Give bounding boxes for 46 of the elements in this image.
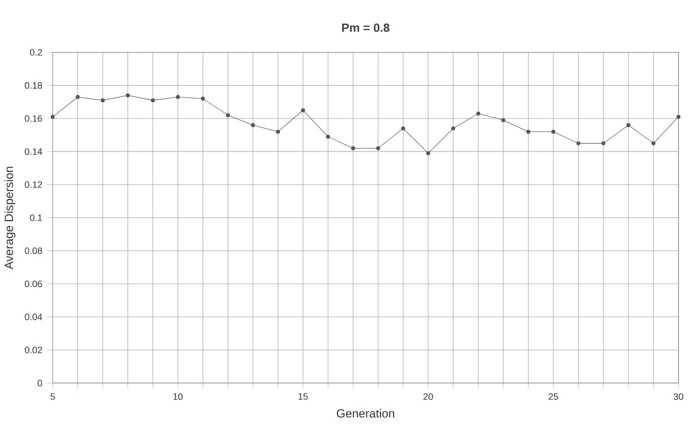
- point: [426, 151, 430, 156]
- point: [551, 130, 556, 134]
- y-tick-label: 0: [38, 380, 42, 386]
- point: [401, 126, 406, 131]
- point: [526, 130, 530, 134]
- point: [100, 98, 105, 102]
- point: [376, 146, 380, 150]
- point: [501, 118, 506, 122]
- y-tick-label: 0.08: [24, 248, 42, 254]
- point: [126, 93, 130, 98]
- point: [351, 146, 356, 150]
- x-tick-label: 15: [298, 393, 308, 400]
- point: [176, 95, 180, 100]
- x-tick-label: 10: [173, 393, 183, 400]
- y-tick-label: 0.14: [24, 148, 42, 155]
- point: [626, 123, 630, 128]
- chart-title: Pm = 0.8: [342, 24, 390, 32]
- x-tick-label: 30: [674, 393, 684, 400]
- y-tick-label: 0.1: [30, 214, 42, 222]
- point: [250, 123, 255, 128]
- y-tick-label: 0.12: [24, 181, 42, 188]
- point: [326, 134, 330, 139]
- point: [301, 108, 305, 112]
- point: [276, 130, 280, 134]
- y-tick-label: 0.16: [24, 115, 42, 122]
- point: [200, 96, 205, 101]
- point: [226, 113, 230, 118]
- y-axis-title: Average Dispersion: [4, 166, 16, 270]
- x-tick-label: 5: [50, 393, 55, 400]
- point: [651, 141, 656, 146]
- y-tick-label: 0.06: [24, 280, 42, 288]
- x-tick-label: 20: [424, 393, 433, 400]
- y-tick-label: 0.04: [24, 314, 42, 320]
- point: [50, 114, 55, 119]
- x-axis-title: Generation: [336, 408, 394, 418]
- point: [150, 98, 155, 102]
- y-tick-label: 0.18: [24, 82, 42, 89]
- point: [601, 141, 606, 146]
- point: [676, 114, 680, 119]
- y-tick-label: 0.2: [30, 49, 42, 56]
- point: [76, 95, 80, 100]
- y-tick-label: 0.02: [24, 346, 42, 354]
- point: [451, 126, 456, 131]
- point: [576, 141, 580, 146]
- point: [476, 112, 480, 116]
- x-tick-label: 25: [548, 393, 558, 400]
